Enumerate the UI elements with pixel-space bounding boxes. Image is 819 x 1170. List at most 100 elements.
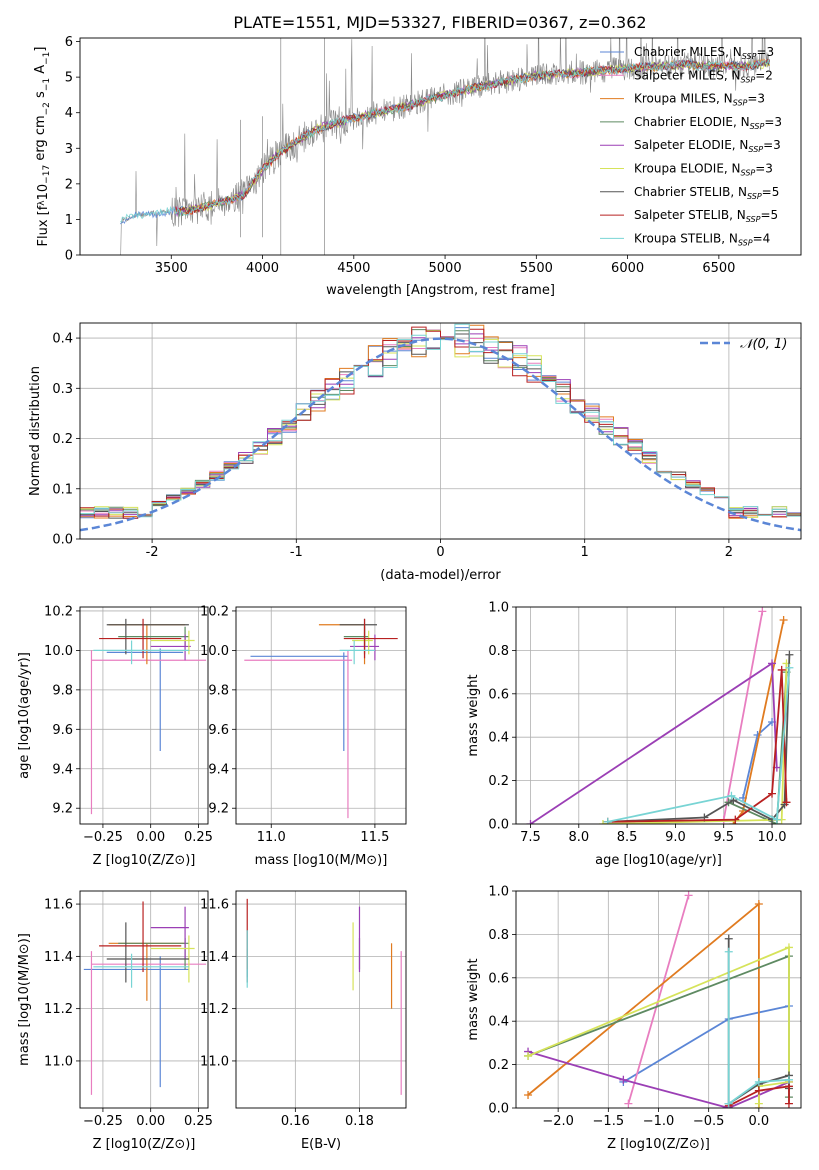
x-tick-label: 10.0 <box>758 830 787 845</box>
legend-entry: Kroupa MILES, NSSP=3 <box>634 92 765 108</box>
series-marker <box>777 665 786 674</box>
x-axis-label: age [log10(age/yr)] <box>595 853 722 868</box>
legend-entry: Salpeter MILES, NSSP=2 <box>634 68 773 84</box>
errorbar-point <box>90 650 207 815</box>
y-tick-label: 11.4 <box>44 950 73 965</box>
normal-curve <box>80 337 801 532</box>
legend-entry: Kroupa ELODIE, NSSP=3 <box>634 162 773 178</box>
y-tick-label: 10.0 <box>200 644 229 659</box>
series-marker <box>731 815 740 824</box>
x-axis-label: E(B-V) <box>301 1137 341 1152</box>
y-tick-label: 9.2 <box>52 802 73 817</box>
plot-area <box>526 607 794 824</box>
x-tick-label: 0.25 <box>184 830 213 845</box>
y-tick-label: 11.6 <box>44 898 73 913</box>
y-tick-label: 9.4 <box>208 762 229 777</box>
y-tick-label: 0.3 <box>52 382 73 397</box>
x-tick-label: 4500 <box>337 261 370 276</box>
x-tick-label: −1.0 <box>643 1114 675 1129</box>
errorbar-point <box>106 618 189 655</box>
series-marker <box>754 1099 763 1108</box>
errorbar-point <box>150 906 189 959</box>
panel-weight_vs_age: 7.5 8.0 8.5 9.0 9.5 10.0 0.0 0.2 0.4 0.6 0.8 1.0 age… <box>466 601 802 868</box>
axes-frame <box>515 606 802 825</box>
series-marker <box>727 791 736 800</box>
y-tick-label: 11.0 <box>44 1054 73 1069</box>
errorbar-point <box>90 951 207 1095</box>
histogram-step <box>80 326 801 519</box>
y-tick-label: 1 <box>65 213 73 228</box>
plot-area <box>90 618 207 815</box>
series-marker <box>758 607 767 616</box>
series-line <box>722 611 764 820</box>
y-axis-label: Flux [fλ10−17 erg cm−2 s−1 A−1] <box>33 47 52 247</box>
x-tick-label: 6500 <box>702 261 735 276</box>
series-marker <box>684 891 693 900</box>
x-axis-label: (data-model)/error <box>380 568 501 583</box>
legend-entry: Salpeter ELODIE, NSSP=3 <box>634 138 781 154</box>
y-tick-label: 0.4 <box>52 332 73 347</box>
model-spectrum <box>174 60 770 214</box>
x-tick-label: 0.00 <box>136 830 165 845</box>
errorbar-point <box>99 618 182 659</box>
y-tick-label: 1.0 <box>488 601 509 616</box>
x-axis-label: wavelength [Angstrom, rest frame] <box>326 283 555 298</box>
x-tick-label: 0.18 <box>345 1114 374 1129</box>
series-line <box>727 951 790 1106</box>
errorbar-point <box>244 650 353 819</box>
y-axis-label: Normed distribution <box>28 366 43 496</box>
y-tick-label: 0.0 <box>488 1102 509 1117</box>
x-tick-label: 5500 <box>520 261 553 276</box>
x-axis-label: mass [log10(M/M⊙)] <box>255 853 388 868</box>
series-marker <box>724 947 733 956</box>
axes-frame <box>235 606 407 825</box>
y-tick-label: 0.8 <box>488 644 509 659</box>
x-tick-label: 9.5 <box>713 830 734 845</box>
series-marker <box>524 1051 533 1060</box>
plot-area <box>80 323 801 532</box>
axes-frame <box>79 890 209 1109</box>
series-marker <box>784 943 793 952</box>
x-tick-label: 1 <box>581 545 589 560</box>
plot-area <box>83 901 207 1095</box>
series-marker <box>768 659 777 668</box>
figure-title: PLATE=1551, MJD=53327, FIBERID=0367, z=0… <box>233 13 646 32</box>
plot-area <box>244 618 398 819</box>
series-marker <box>784 1099 793 1108</box>
series-marker <box>619 1075 628 1084</box>
axes-frame <box>79 606 209 825</box>
y-tick-label: 10.0 <box>44 644 73 659</box>
y-axis-label: mass [log10(M/M⊙)] <box>17 933 32 1066</box>
model-spectrum <box>119 58 770 223</box>
y-tick-label: 9.8 <box>208 683 229 698</box>
series-marker <box>779 616 788 625</box>
panel-weight_vs_Z: −2.0 −1.5 −1.0 −0.5 0.0 0.0 0.2 0.4 0.6 0.8 1.0 Z [… <box>466 885 802 1152</box>
y-axis-label: age [log10(age/yr)] <box>17 652 32 779</box>
legend: Chabrier MILES, NSSP=3 Salpeter MILES, NS… <box>600 45 782 247</box>
errorbar-point <box>106 648 184 752</box>
x-tick-label: 5000 <box>429 261 462 276</box>
x-tick-label: -1 <box>290 545 303 560</box>
errorbar-point <box>150 634 191 661</box>
y-tick-label: 0.2 <box>488 774 509 789</box>
x-axis-label: Z [log10(Z/Z⊙)] <box>93 1137 196 1152</box>
series-marker <box>754 900 763 909</box>
series-marker <box>598 820 607 824</box>
y-tick-label: 11.4 <box>200 950 229 965</box>
y-tick-label: 1.0 <box>488 885 509 900</box>
x-tick-label: −0.25 <box>83 830 123 845</box>
x-tick-label: 0 <box>436 545 444 560</box>
x-tick-label: −2.0 <box>542 1114 574 1129</box>
series-marker <box>782 798 791 807</box>
x-tick-label: 9.0 <box>665 830 686 845</box>
series-marker <box>524 1090 533 1099</box>
y-tick-label: 0.1 <box>52 482 73 497</box>
series-marker <box>724 1099 733 1108</box>
y-tick-label: 0.2 <box>52 432 73 447</box>
axes-frame <box>235 890 407 1109</box>
y-axis-label: mass weight <box>466 958 481 1040</box>
series-marker <box>526 820 535 824</box>
x-tick-label: 4000 <box>246 261 279 276</box>
series-marker <box>768 789 777 798</box>
